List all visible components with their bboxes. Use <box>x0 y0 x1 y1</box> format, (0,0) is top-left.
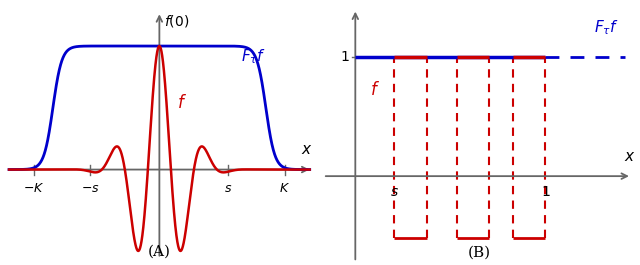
Text: 1: 1 <box>340 50 349 64</box>
Text: $1$: $1$ <box>541 184 550 198</box>
Text: $f(0)$: $f(0)$ <box>164 13 189 29</box>
Text: $f$: $f$ <box>177 94 186 112</box>
Text: $K$: $K$ <box>279 182 290 195</box>
Text: $-s$: $-s$ <box>81 182 100 195</box>
Text: $F_\tau f$: $F_\tau f$ <box>241 47 266 65</box>
Text: $x$: $x$ <box>301 142 313 157</box>
Text: $F_\tau f$: $F_\tau f$ <box>594 19 619 37</box>
Text: $x$: $x$ <box>624 149 636 164</box>
Text: $f$: $f$ <box>371 81 380 99</box>
Text: $s$: $s$ <box>224 182 232 195</box>
Text: $-K$: $-K$ <box>23 182 45 195</box>
Text: (B): (B) <box>468 246 491 260</box>
Text: (A): (A) <box>148 245 171 259</box>
Text: $s$: $s$ <box>390 184 399 198</box>
